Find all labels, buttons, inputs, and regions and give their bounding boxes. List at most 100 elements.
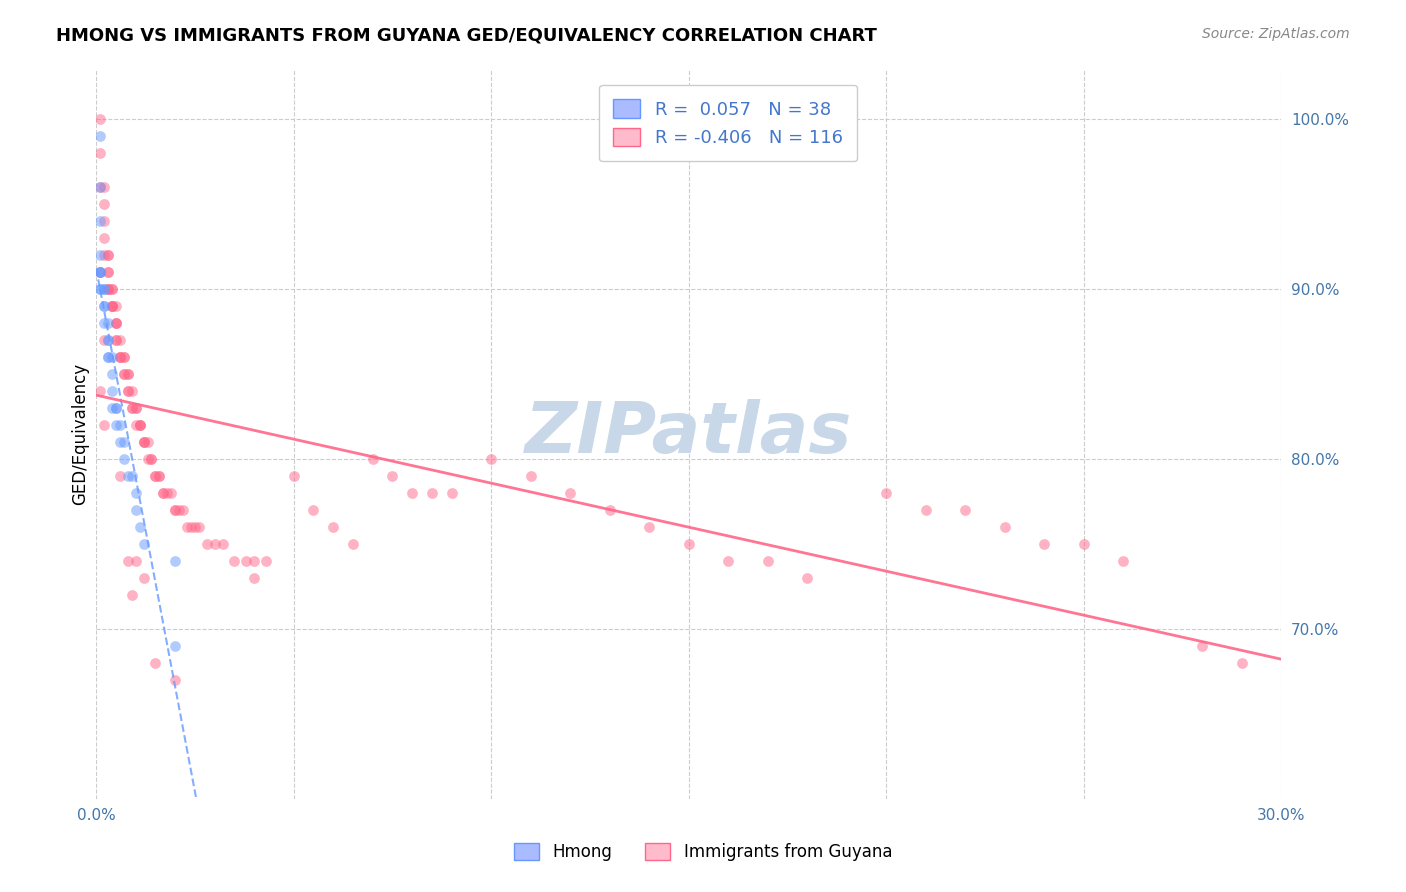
Point bbox=[165, 639, 187, 653]
Point bbox=[112, 368, 135, 382]
Point bbox=[104, 333, 127, 347]
Point bbox=[108, 350, 131, 364]
Point bbox=[93, 418, 115, 433]
Point bbox=[104, 316, 127, 330]
Legend: R =  0.057   N = 38, R = -0.406   N = 116: R = 0.057 N = 38, R = -0.406 N = 116 bbox=[599, 85, 858, 161]
Point bbox=[89, 248, 111, 262]
Point bbox=[93, 299, 115, 313]
Point bbox=[152, 486, 174, 500]
Point bbox=[235, 554, 257, 568]
Point bbox=[112, 368, 135, 382]
Text: HMONG VS IMMIGRANTS FROM GUYANA GED/EQUIVALENCY CORRELATION CHART: HMONG VS IMMIGRANTS FROM GUYANA GED/EQUI… bbox=[56, 27, 877, 45]
Point bbox=[121, 401, 143, 416]
Point bbox=[195, 537, 218, 551]
Point bbox=[128, 520, 150, 534]
Point bbox=[104, 333, 127, 347]
Point bbox=[167, 503, 190, 517]
Point bbox=[89, 282, 111, 296]
Point bbox=[145, 469, 167, 483]
Point bbox=[361, 452, 384, 467]
Point bbox=[97, 350, 120, 364]
Point bbox=[97, 282, 120, 296]
Point bbox=[117, 384, 139, 399]
Point bbox=[89, 180, 111, 194]
Point bbox=[108, 350, 131, 364]
Point bbox=[165, 503, 187, 517]
Point bbox=[93, 316, 115, 330]
Point bbox=[89, 265, 111, 279]
Point bbox=[1191, 639, 1213, 653]
Point bbox=[125, 401, 148, 416]
Point bbox=[243, 571, 266, 585]
Point bbox=[93, 214, 115, 228]
Point bbox=[560, 486, 582, 500]
Point bbox=[121, 384, 143, 399]
Point bbox=[89, 214, 111, 228]
Point bbox=[112, 435, 135, 450]
Point bbox=[101, 384, 124, 399]
Point bbox=[254, 554, 277, 568]
Point bbox=[165, 503, 187, 517]
Point bbox=[1112, 554, 1135, 568]
Text: Source: ZipAtlas.com: Source: ZipAtlas.com bbox=[1202, 27, 1350, 41]
Point bbox=[93, 282, 115, 296]
Point bbox=[136, 452, 159, 467]
Point bbox=[89, 265, 111, 279]
Point bbox=[89, 180, 111, 194]
Y-axis label: GED/Equivalency: GED/Equivalency bbox=[72, 362, 89, 505]
Point bbox=[108, 469, 131, 483]
Point bbox=[93, 248, 115, 262]
Point bbox=[101, 299, 124, 313]
Point bbox=[128, 418, 150, 433]
Point bbox=[136, 435, 159, 450]
Point bbox=[89, 112, 111, 127]
Point bbox=[141, 452, 163, 467]
Point bbox=[283, 469, 305, 483]
Point bbox=[165, 673, 187, 687]
Point bbox=[97, 282, 120, 296]
Point bbox=[97, 248, 120, 262]
Point bbox=[93, 282, 115, 296]
Point bbox=[132, 571, 155, 585]
Point bbox=[104, 299, 127, 313]
Point bbox=[132, 435, 155, 450]
Point bbox=[117, 554, 139, 568]
Point bbox=[108, 418, 131, 433]
Point bbox=[97, 333, 120, 347]
Point bbox=[97, 350, 120, 364]
Point bbox=[93, 299, 115, 313]
Point bbox=[97, 282, 120, 296]
Point bbox=[440, 486, 463, 500]
Point bbox=[204, 537, 226, 551]
Point bbox=[187, 520, 209, 534]
Point bbox=[145, 469, 167, 483]
Point bbox=[101, 368, 124, 382]
Point bbox=[89, 129, 111, 144]
Point bbox=[176, 520, 198, 534]
Point bbox=[101, 350, 124, 364]
Point bbox=[875, 486, 897, 500]
Point bbox=[302, 503, 325, 517]
Point bbox=[145, 656, 167, 670]
Point bbox=[108, 333, 131, 347]
Point bbox=[121, 469, 143, 483]
Point bbox=[180, 520, 202, 534]
Point bbox=[112, 350, 135, 364]
Point bbox=[89, 384, 111, 399]
Point bbox=[125, 418, 148, 433]
Point bbox=[104, 401, 127, 416]
Point bbox=[381, 469, 404, 483]
Point bbox=[1033, 537, 1056, 551]
Point bbox=[160, 486, 183, 500]
Point bbox=[420, 486, 443, 500]
Point bbox=[914, 503, 936, 517]
Point bbox=[117, 469, 139, 483]
Point bbox=[101, 282, 124, 296]
Point bbox=[104, 418, 127, 433]
Point bbox=[93, 333, 115, 347]
Point bbox=[184, 520, 207, 534]
Point bbox=[1073, 537, 1095, 551]
Point bbox=[125, 554, 148, 568]
Point bbox=[401, 486, 423, 500]
Point bbox=[128, 418, 150, 433]
